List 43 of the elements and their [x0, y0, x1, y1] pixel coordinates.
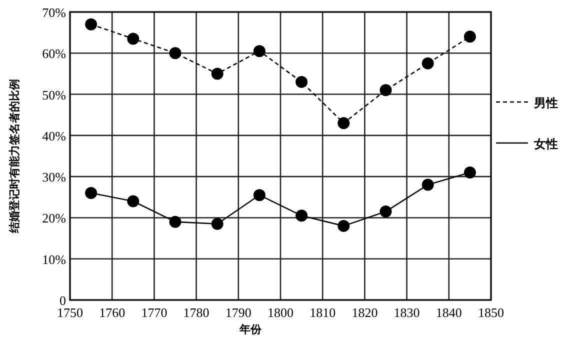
x-tick-label: 1810: [310, 305, 336, 320]
point: [169, 216, 182, 228]
legend-label: 女性: [533, 137, 558, 151]
point: [296, 210, 308, 222]
point: [127, 32, 140, 45]
point: [253, 45, 266, 58]
point: [338, 117, 350, 130]
x-tick-label: 1790: [225, 305, 252, 320]
y-tick-label: 50%: [42, 87, 66, 102]
point: [296, 76, 308, 88]
x-tick-label: 1840: [436, 305, 462, 320]
x-tick-label: 1760: [99, 305, 126, 320]
point: [169, 47, 182, 60]
x-tick-label: 1820: [352, 305, 378, 320]
y-tick-label: 20%: [42, 210, 66, 226]
point: [85, 187, 98, 200]
y-tick-label: 40%: [42, 128, 66, 144]
y-tick-label: 10%: [42, 252, 66, 267]
point: [464, 30, 476, 43]
point: [380, 206, 392, 218]
point: [211, 68, 224, 80]
legend-label: 男性: [533, 96, 558, 110]
point: [127, 195, 140, 208]
x-tick-label: 1850: [478, 305, 504, 320]
y-tick-label: 60%: [42, 46, 66, 62]
point: [253, 189, 266, 202]
point: [338, 220, 350, 232]
y-tick-label: 70%: [42, 5, 66, 20]
point: [211, 218, 224, 230]
point: [422, 57, 434, 70]
y-axis-title: 结婚登记时有能力签名者的比例: [8, 79, 21, 234]
point: [85, 18, 98, 30]
point: [422, 178, 434, 191]
y-tick-label: 0: [60, 293, 66, 308]
x-tick-label: 1800: [268, 305, 294, 320]
x-tick-label: 1770: [141, 305, 168, 320]
y-tick-label: 30%: [42, 170, 66, 185]
x-tick-label: 1830: [394, 305, 420, 320]
point: [464, 166, 476, 178]
point: [380, 84, 392, 96]
x-tick-label: 1780: [183, 305, 210, 320]
x-axis-title: 年份: [238, 323, 262, 336]
x-tick-label: 1750: [57, 305, 83, 320]
